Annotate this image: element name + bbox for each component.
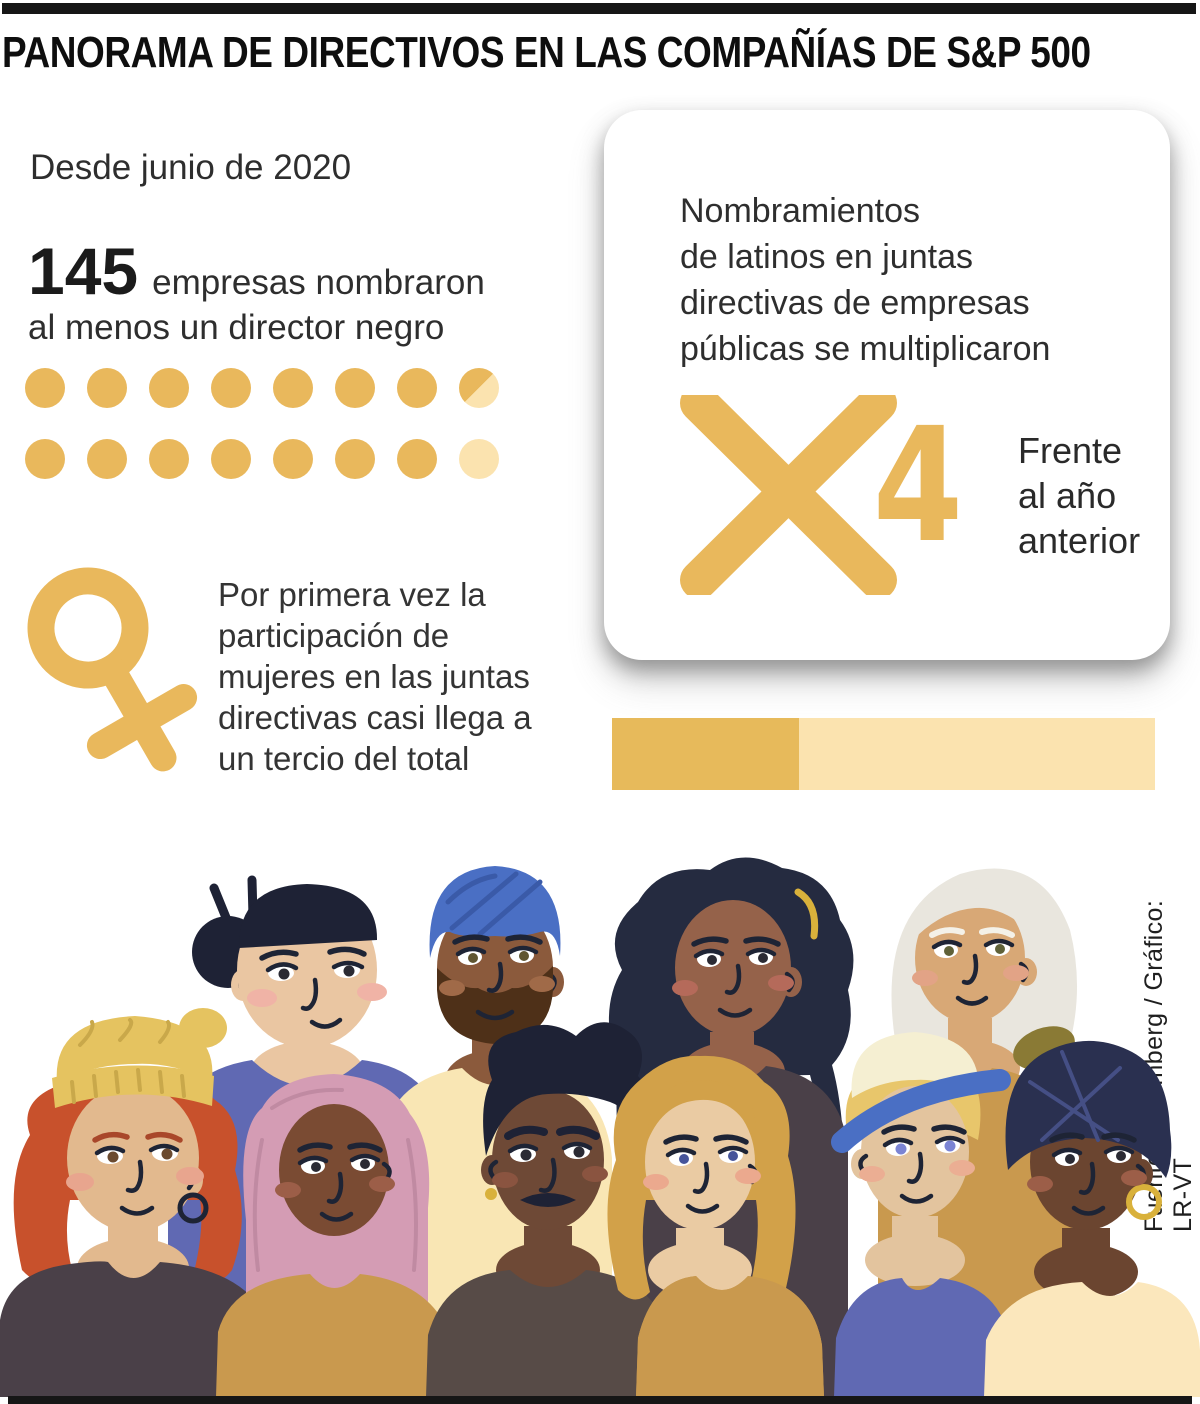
black-directors-stat: 145 empresas nombraron al menos un direc… [28,238,568,348]
latinos-line: Nombramientos [680,192,920,230]
dot-full [87,368,127,408]
dot-full [397,368,437,408]
person-blonde-woman [607,1055,836,1397]
dot-full [273,368,313,408]
top-rule [2,3,1196,14]
dot-full [149,439,189,479]
dot-full [87,439,127,479]
vs-line: Frente [1018,430,1123,471]
women-line: directivas casi llega a [218,699,532,736]
stat-text-line2: al menos un director negro [28,308,445,347]
person-headwrap-woman [984,1026,1200,1397]
latinos-card-text: Nombramientos de latinos en juntas direc… [680,188,1050,372]
stat-text-line1: empresas nombraron [152,263,485,302]
page-title: PANORAMA DE DIRECTIVOS EN LAS COMPAÑÍAS … [2,28,1091,77]
bottom-rule [8,1396,1192,1404]
female-symbol-icon [27,567,198,772]
person-cap-man [831,1032,1012,1397]
dots-grid [25,368,499,479]
latinos-line: públicas se multiplicaron [680,330,1051,368]
dot-full [25,368,65,408]
women-stat-text: Por primera vez la participación de muje… [218,574,532,779]
black-directors-intro: Desde junio de 2020 [30,148,352,187]
women-line: mujeres en las juntas [218,658,530,695]
person-quiff-man [426,1022,674,1397]
stat-number: 145 [28,234,139,308]
women-third-bar-fill [612,718,800,790]
multiplier-number: 4 [873,418,963,578]
dot-full [211,368,251,408]
times-icon [680,395,897,595]
women-line: Por primera vez la [218,576,486,613]
dot-full [211,439,251,479]
vs-line: al año [1018,475,1117,516]
person-hijab-woman [216,1074,456,1397]
women-line: un tercio del total [218,740,470,777]
dot-full [335,368,375,408]
dot-full [273,439,313,479]
vs-line: anterior [1018,520,1141,561]
latinos-line: de latinos en juntas [680,238,973,276]
diverse-people-illustration [0,857,1200,1397]
dot-full [149,368,189,408]
person-redhair-beanie-woman [0,1008,280,1397]
dot-half [459,368,499,408]
women-third-bar [612,718,1155,790]
multiplier-value: 4 [873,418,963,578]
women-line: participación de [218,617,450,654]
dot-full [397,439,437,479]
dot-empty [459,439,499,479]
vs-previous-year-text: Frente al año anterior [1018,428,1140,563]
dot-full [25,439,65,479]
latinos-line: directivas de empresas [680,284,1030,322]
dot-full [335,439,375,479]
